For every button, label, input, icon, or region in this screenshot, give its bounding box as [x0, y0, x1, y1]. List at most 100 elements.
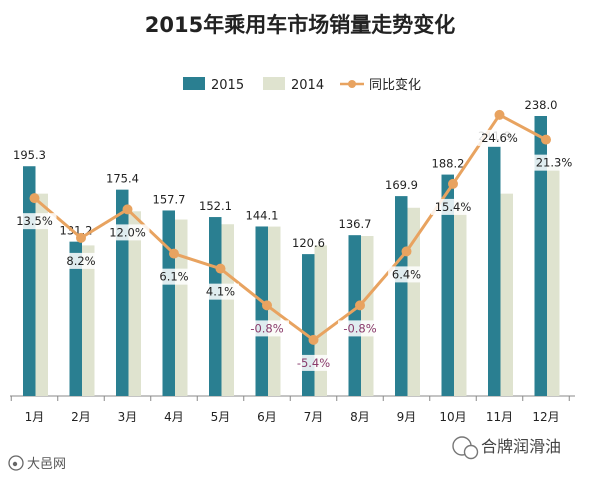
bar-2014 — [35, 193, 48, 396]
bar-label-2015: 169.9 — [385, 178, 418, 192]
yoy-marker — [215, 263, 226, 274]
bar-2015 — [162, 210, 175, 396]
bar-label-2015: 120.6 — [292, 236, 325, 250]
yoy-marker — [355, 300, 365, 311]
bar-label-2015: 175.4 — [106, 172, 139, 186]
series-2015 — [23, 116, 547, 396]
yoy-label: 6.1% — [159, 270, 188, 284]
yoy-label: 21.3% — [536, 156, 573, 170]
bar-2015 — [255, 226, 268, 396]
legend-swatch-yoy-marker — [348, 80, 356, 88]
yoy-label: 15.4% — [435, 200, 472, 214]
x-tick-label: 5月 — [211, 410, 231, 424]
bar-2015 — [209, 217, 222, 396]
yoy-label: 12.0% — [109, 225, 146, 239]
yoy-label-bg — [477, 129, 522, 146]
yoy-label-bg — [155, 268, 193, 285]
legend-label-2014: 2014 — [291, 78, 324, 93]
x-tick-label: 6月 — [257, 410, 277, 424]
weibo-icon — [8, 455, 24, 471]
bar-2015 — [488, 146, 501, 396]
yoy-label-bg — [532, 154, 576, 171]
yoy-marker — [262, 300, 272, 311]
x-tick-label: 4月 — [164, 410, 184, 424]
bar-2014 — [547, 165, 560, 396]
yoy-label-bg — [245, 320, 289, 337]
bar-2014 — [454, 200, 467, 396]
x-tick-label: 10月 — [439, 410, 466, 424]
bar-2015 — [116, 189, 129, 396]
yoy-labels: 13.5% 8.2% 12.0% 6.1% 4.1% -0.8% -5.4% -0.8% 6.4… — [12, 129, 576, 371]
yoy-marker — [494, 109, 505, 120]
yoy-label-bg — [12, 213, 57, 230]
watermark-right: 合牌润滑油 — [452, 436, 561, 460]
bar-2014 — [500, 193, 513, 396]
x-tick-label: 1月 — [25, 410, 45, 424]
bar-label-2015: 238.0 — [525, 98, 558, 112]
bar-2015 — [69, 241, 82, 396]
yoy-marker — [169, 248, 179, 259]
yoy-marker — [448, 178, 458, 189]
watermark-left: 大邑网 — [8, 455, 66, 472]
x-tick-label: 11月 — [486, 410, 513, 424]
watermark-left-text: 大邑网 — [27, 457, 66, 472]
wechat-icon-bubble-small — [463, 444, 479, 460]
x-tick-label: 7月 — [304, 410, 324, 424]
x-tick-label: 9月 — [397, 410, 417, 424]
x-tick-label: 12月 — [532, 410, 559, 424]
bar-2014 — [82, 245, 95, 396]
bar-label-2015: 144.1 — [246, 208, 279, 222]
bar-2014 — [128, 211, 141, 396]
yoy-marker — [308, 334, 319, 345]
yoy-label: 13.5% — [16, 214, 53, 228]
legend-label-yoy: 同比变化 — [369, 77, 421, 93]
legend-swatch-2015 — [183, 77, 205, 90]
bar-label-2015: 188.2 — [432, 157, 465, 171]
bar-2014 — [314, 245, 327, 396]
bar-label-2015: 195.3 — [13, 148, 46, 162]
legend-label-2015: 2015 — [211, 78, 244, 93]
yoy-label-bg — [431, 198, 475, 215]
bar-2014 — [407, 207, 420, 396]
x-tick-label: 8月 — [350, 410, 370, 424]
yoy-label-bg — [105, 224, 150, 241]
yoy-label: 6.4% — [392, 267, 421, 281]
yoy-label-bg — [338, 320, 382, 337]
legend-swatch-2014 — [263, 77, 285, 90]
yoy-label: -5.4% — [297, 356, 330, 370]
bar-2014 — [361, 236, 374, 396]
x-ticks: 1月 2月 3月 4月 5月 6月 7月 8月 9月 10月 11月 12月 — [10, 396, 570, 424]
bar-2015 — [302, 254, 315, 396]
bar-2014 — [221, 224, 234, 396]
yoy-label-bg — [62, 252, 100, 269]
yoy-label-bg — [388, 266, 425, 283]
yoy-label-bg — [202, 283, 239, 300]
yoy-marker — [29, 193, 40, 204]
series-yoy — [29, 109, 551, 345]
yoy-marker — [122, 204, 133, 215]
yoy-label: 24.6% — [481, 131, 518, 145]
yoy-marker — [76, 232, 86, 243]
x-tick-label: 3月 — [118, 410, 138, 424]
yoy-line — [33, 113, 547, 342]
yoy-marker — [401, 246, 412, 257]
chart-title: 2015年乘用车市场销量走势变化 — [145, 13, 455, 37]
yoy-label: 4.1% — [206, 285, 235, 299]
weibo-icon-eye — [12, 461, 18, 467]
yoy-label-bg — [291, 354, 336, 371]
yoy-marker — [541, 134, 551, 145]
yoy-label: 8.2% — [66, 254, 95, 268]
bar-2015 — [534, 116, 547, 396]
bar-2015 — [395, 196, 408, 396]
bar-label-2015: 152.1 — [199, 199, 232, 213]
legend: 2015 2014 同比变化 — [183, 77, 421, 93]
watermark-right-text: 合牌润滑油 — [481, 437, 561, 456]
bar-label-2015: 157.7 — [153, 192, 186, 206]
bar-2014 — [175, 219, 188, 396]
yoy-label: -0.8% — [343, 321, 376, 335]
bar-2015 — [441, 174, 454, 396]
yoy-label: -0.8% — [250, 321, 283, 335]
bar-2015 — [348, 235, 361, 396]
